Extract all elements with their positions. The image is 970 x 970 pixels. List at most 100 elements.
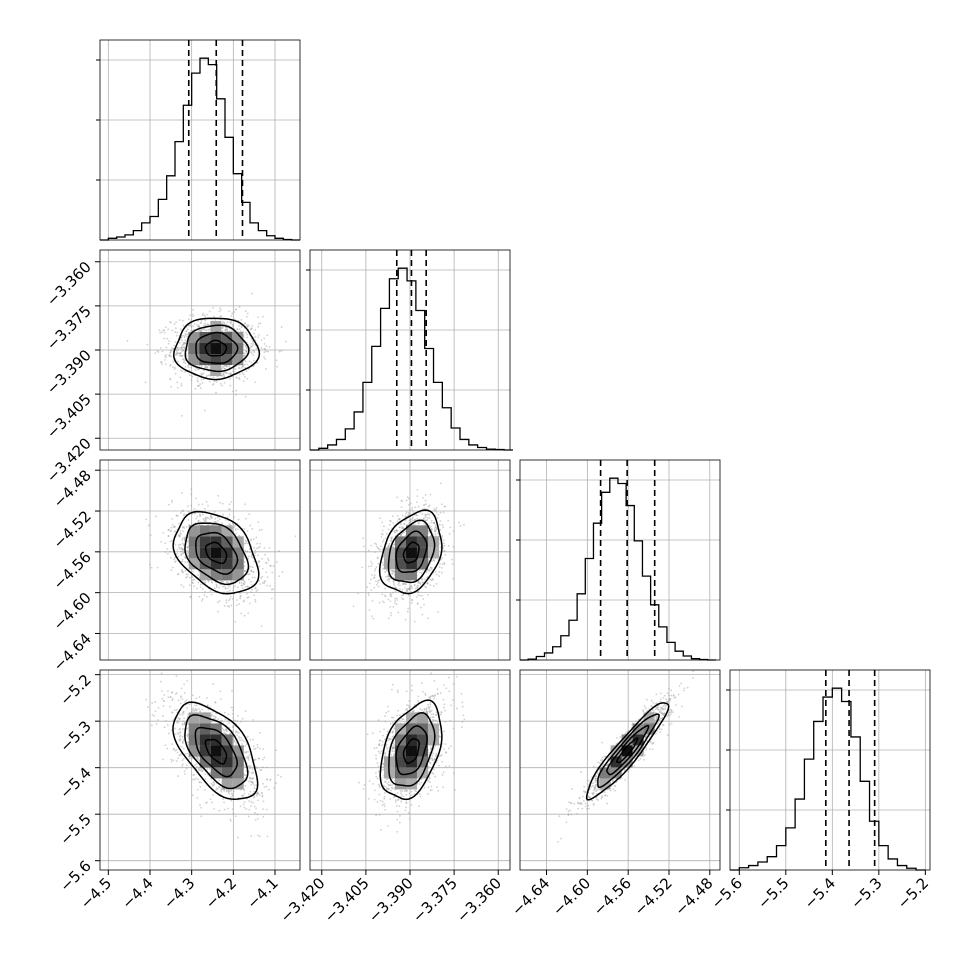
scatter-point: [246, 312, 249, 315]
scatter-point: [427, 505, 430, 508]
scatter-point: [243, 580, 246, 583]
scatter-point: [254, 758, 257, 761]
scatter-point: [285, 340, 287, 343]
scatter-point: [187, 722, 190, 725]
scatter-point: [257, 336, 260, 339]
marginal-panel-1: [306, 250, 513, 451]
scatter-point: [181, 570, 184, 573]
scatter-point: [441, 503, 443, 506]
scatter-point: [226, 729, 229, 732]
scatter-point: [194, 388, 197, 390]
scatter-point: [244, 366, 247, 369]
scatter-point: [170, 569, 173, 571]
scatter-point: [396, 520, 399, 522]
scatter-point: [437, 611, 439, 614]
scatter-point: [239, 739, 242, 742]
scatter-point: [241, 743, 244, 745]
scatter-point: [234, 527, 237, 530]
scatter-point: [208, 518, 211, 520]
scatter-point: [181, 724, 184, 726]
scatter-point: [204, 319, 207, 322]
scatter-point: [225, 581, 228, 584]
scatter-point: [216, 584, 218, 587]
scatter-point: [185, 573, 188, 576]
scatter-point: [261, 766, 264, 769]
scatter-point: [237, 518, 240, 521]
scatter-point: [245, 350, 248, 353]
scatter-point: [240, 584, 243, 587]
density-cell: [210, 332, 222, 344]
scatter-point: [176, 386, 179, 389]
density-cell: [188, 343, 200, 355]
scatter-point: [226, 580, 229, 583]
scatter-point: [427, 569, 430, 572]
marginal-panel-2: [516, 460, 720, 661]
scatter-point: [184, 772, 186, 775]
scatter-point: [441, 563, 444, 566]
scatter-point: [227, 372, 230, 375]
scatter-point: [173, 368, 176, 370]
scatter-point: [201, 314, 204, 317]
scatter-point: [243, 354, 246, 357]
scatter-point: [412, 523, 415, 526]
scatter-point: [169, 349, 172, 352]
scatter-point: [393, 529, 396, 532]
scatter-point: [409, 586, 411, 589]
contour-line: [195, 531, 239, 575]
density-cell: [221, 525, 233, 537]
scatter-point: [232, 725, 234, 728]
scatter-point: [256, 362, 259, 364]
density-cell: [416, 536, 428, 548]
scatter-point: [244, 773, 246, 776]
scatter-point: [167, 529, 170, 531]
scatter-point: [246, 530, 249, 532]
scatter-point: [173, 366, 176, 369]
scatter-point: [200, 600, 203, 602]
scatter-point: [377, 547, 380, 550]
scatter-point: [246, 324, 248, 326]
scatter-point: [263, 580, 266, 583]
density-cell: [199, 343, 211, 355]
scatter-point: [243, 580, 245, 583]
scatter-point: [262, 315, 264, 318]
scatter-point: [181, 354, 184, 357]
scatter-point: [421, 594, 424, 597]
scatter-point: [452, 577, 455, 580]
scatter-point: [260, 528, 263, 531]
density-cell: [221, 569, 233, 581]
density-cell: [232, 332, 244, 344]
scatter-point: [173, 709, 176, 712]
scatter-point: [406, 589, 409, 592]
scatter-point: [392, 581, 395, 584]
scatter-point: [443, 563, 446, 565]
scatter-point: [443, 505, 446, 508]
scatter-point: [189, 314, 191, 317]
scatter-point: [182, 552, 185, 554]
scatter-point: [439, 511, 442, 514]
scatter-point: [400, 534, 403, 536]
scatter-point: [196, 515, 199, 518]
scatter-point: [206, 323, 209, 326]
scatter-point: [192, 778, 194, 781]
scatter-point: [401, 597, 404, 600]
scatter-point: [233, 370, 236, 373]
scatter-point: [244, 570, 247, 573]
contour-line: [395, 530, 428, 573]
scatter-point: [179, 347, 182, 349]
scatter-point: [433, 530, 436, 533]
scatter-point: [230, 604, 233, 607]
scatter-point: [246, 333, 248, 336]
scatter-point: [200, 374, 203, 376]
scatter-point: [393, 582, 395, 585]
scatter-point: [144, 381, 147, 384]
scatter-point: [215, 391, 217, 394]
scatter-point: [253, 759, 256, 762]
scatter-point: [184, 557, 187, 559]
scatter-point: [240, 318, 243, 321]
scatter-point: [192, 325, 195, 328]
scatter-point: [181, 348, 184, 351]
scatter-point: [184, 569, 187, 572]
scatter-point: [251, 588, 254, 591]
scatter-point: [386, 575, 389, 578]
scatter-point: [390, 569, 393, 572]
